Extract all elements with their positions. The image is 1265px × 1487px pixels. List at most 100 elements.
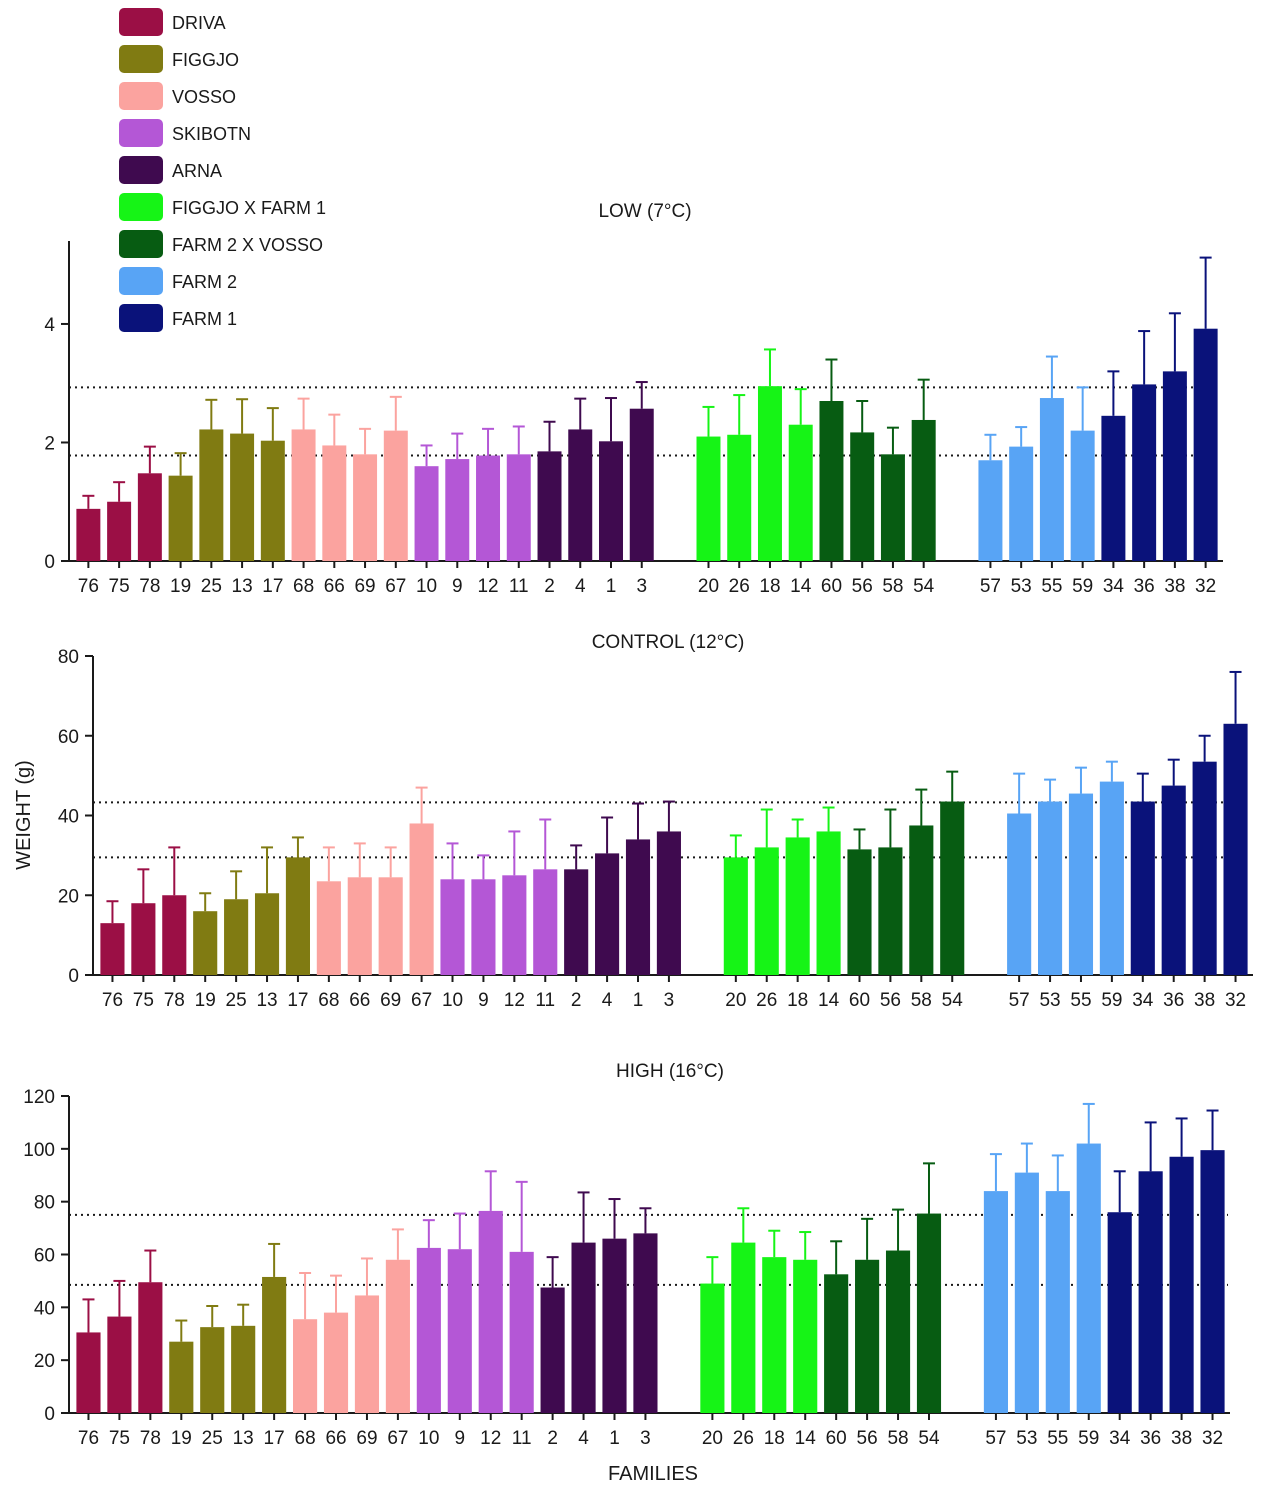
x-tick-label: 14	[795, 1428, 817, 1449]
x-tick-label: 18	[759, 576, 780, 597]
legend-label-vosso: VOSSO	[172, 87, 236, 107]
legend-label-figgjo: FIGGJO	[172, 50, 239, 70]
legend-swatch-vosso	[119, 82, 163, 110]
bar-9	[471, 879, 496, 975]
x-tick-label: 55	[1070, 990, 1091, 1011]
bar-10	[440, 879, 465, 975]
bar-19	[193, 911, 218, 975]
bar-4	[568, 429, 593, 561]
x-tick-label: 3	[664, 990, 675, 1011]
bar-55	[1068, 793, 1094, 975]
x-tick-label: 19	[170, 576, 191, 597]
x-tick-label: 19	[171, 1428, 192, 1449]
x-tick-label: 53	[1011, 576, 1032, 597]
bar-18	[785, 837, 810, 975]
x-tick-label: 57	[985, 1428, 1006, 1449]
x-tick-label: 55	[1047, 1428, 1068, 1449]
bar-36	[1161, 785, 1186, 975]
bar-38	[1192, 761, 1217, 975]
x-tick-label: 67	[385, 576, 406, 597]
bar-12	[502, 875, 527, 975]
x-tick-label: 56	[852, 576, 873, 597]
bar-34	[1130, 801, 1155, 975]
bar-25	[224, 899, 249, 975]
x-tick-label: 59	[1101, 990, 1122, 1011]
legend-label-farm-2: FARM 2	[172, 272, 237, 292]
y-tick-label: 80	[34, 1193, 55, 1214]
bar-36	[1138, 1171, 1163, 1413]
x-tick-label: 32	[1195, 576, 1216, 597]
x-tick-label: 25	[202, 1428, 223, 1449]
bar-32	[1200, 1150, 1225, 1413]
bar-66	[322, 445, 347, 561]
x-tick-label: 9	[452, 576, 463, 597]
x-tick-label: 69	[354, 576, 375, 597]
bar-56	[855, 1259, 880, 1413]
x-tick-label: 13	[233, 1428, 254, 1449]
y-tick-label: 0	[68, 966, 79, 987]
bar-17	[260, 440, 285, 561]
bar-34	[1107, 1212, 1132, 1413]
x-tick-label: 4	[578, 1428, 589, 1449]
bar-58	[909, 825, 934, 975]
legend-label-figgjo-x-farm-1: FIGGJO X FARM 1	[172, 198, 326, 218]
bar-66	[347, 877, 372, 975]
y-axis-title: WEIGHT (g)	[13, 760, 35, 870]
bar-2	[537, 451, 562, 561]
x-tick-label: 32	[1202, 1428, 1223, 1449]
x-tick-label: 66	[325, 1428, 346, 1449]
legend-swatch-arna	[119, 156, 163, 184]
x-tick-label: 2	[571, 990, 582, 1011]
bar-55	[1045, 1191, 1070, 1413]
x-tick-label: 54	[913, 576, 935, 597]
panel-title: LOW (7°C)	[598, 201, 691, 222]
legend-swatch-farm-2	[119, 267, 163, 295]
bar-67	[383, 430, 408, 561]
bar-60	[824, 1274, 849, 1413]
x-tick-label: 26	[733, 1428, 754, 1449]
x-tick-label: 20	[702, 1428, 723, 1449]
bar-32	[1223, 723, 1248, 975]
y-tick-label: 40	[58, 807, 79, 828]
bar-26	[754, 847, 779, 975]
x-tick-label: 53	[1039, 990, 1060, 1011]
x-tick-label: 26	[729, 576, 750, 597]
y-tick-label: 40	[34, 1298, 55, 1319]
x-tick-label: 9	[454, 1428, 465, 1449]
bar-58	[880, 454, 905, 561]
bar-57	[983, 1191, 1008, 1413]
x-tick-label: 60	[826, 1428, 847, 1449]
x-tick-label: 1	[606, 576, 617, 597]
bar-59	[1099, 781, 1124, 975]
bar-14	[793, 1259, 818, 1413]
x-tick-label: 67	[387, 1428, 408, 1449]
bar-75	[107, 501, 132, 561]
x-tick-label: 58	[887, 1428, 908, 1449]
y-tick-label: 100	[23, 1140, 55, 1161]
bar-9	[445, 459, 470, 561]
bar-3	[629, 408, 654, 561]
x-tick-label: 69	[356, 1428, 377, 1449]
bar-11	[509, 1251, 534, 1413]
bar-54	[940, 801, 965, 975]
x-tick-label: 32	[1225, 990, 1246, 1011]
bar-26	[727, 434, 752, 561]
bar-19	[168, 475, 193, 561]
x-tick-label: 78	[140, 1428, 161, 1449]
bar-68	[316, 881, 341, 975]
x-tick-label: 12	[504, 990, 525, 1011]
x-tick-label: 36	[1134, 576, 1155, 597]
bar-34	[1101, 415, 1126, 561]
x-tick-label: 34	[1103, 576, 1125, 597]
bar-53	[1038, 801, 1063, 975]
x-tick-label: 69	[380, 990, 401, 1011]
legend-swatch-farm-2-x-vosso	[119, 230, 163, 258]
x-tick-label: 20	[698, 576, 719, 597]
x-tick-label: 54	[918, 1428, 940, 1449]
bar-1	[602, 1238, 627, 1413]
bar-20	[700, 1283, 725, 1413]
bar-55	[1039, 398, 1064, 561]
bar-57	[1007, 813, 1032, 975]
